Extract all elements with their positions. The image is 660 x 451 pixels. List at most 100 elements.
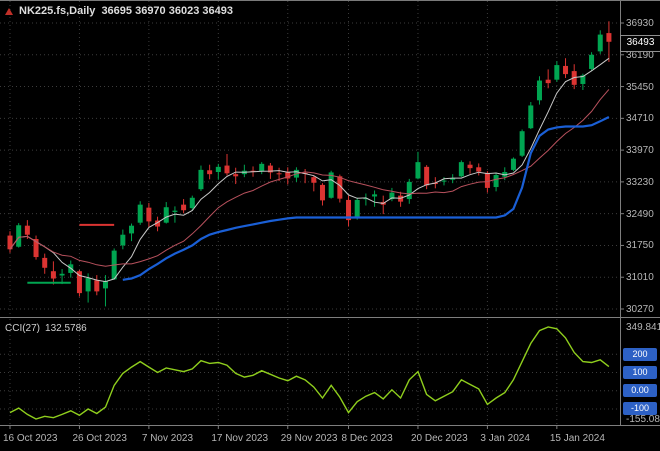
indicator-level-badge: 200 [623, 347, 657, 361]
candle-body-down [181, 204, 187, 211]
candle-body-up [198, 169, 204, 190]
candle-body-down [50, 271, 56, 279]
candle-body-up [589, 54, 595, 69]
current-price-box: 36493 [620, 34, 660, 52]
current-price-value: 36493 [626, 36, 655, 48]
indicator-level-badge: -100 [623, 402, 657, 416]
candle-body-up [554, 65, 560, 80]
candle-body-down [224, 165, 230, 174]
indicator-level-badge: 100 [623, 366, 657, 380]
candle-body-up [580, 75, 586, 84]
candle-body-up [502, 172, 508, 177]
candle-body-down [484, 172, 490, 188]
candle-body-up [85, 278, 91, 292]
candle-body-up [363, 198, 369, 200]
candle-body-up [137, 204, 143, 223]
candle-body-up [259, 163, 265, 172]
candle-body-down [207, 170, 213, 175]
candle-body-up [406, 181, 412, 200]
candle-body-down [276, 173, 282, 175]
price-axis-label: 31010 [626, 272, 654, 284]
candle-body-up [597, 34, 603, 52]
candle-body-up [328, 172, 334, 198]
candle-body-down [467, 164, 473, 169]
candle-body-up [163, 207, 169, 223]
date-axis-label: 17 Nov 2023 [211, 433, 269, 444]
candle-body-up [102, 281, 108, 289]
price-axis-label: 30270 [626, 304, 654, 315]
price-axis-label: 36930 [626, 18, 654, 29]
candle-body-down [33, 239, 39, 258]
indicator-scale-max-label: 349.8415 [626, 322, 660, 333]
price-axis-label: 33970 [626, 145, 654, 157]
candle-body-up [519, 131, 525, 156]
candle-body-down [233, 174, 239, 177]
candle-body-up [441, 180, 447, 182]
date-axis-label: 16 Oct 2023 [3, 433, 58, 444]
candle-body-down [337, 176, 343, 199]
date-axis-label: 26 Oct 2023 [72, 433, 127, 444]
symbol-marker-icon [5, 7, 13, 15]
candle-body-up [354, 199, 360, 218]
candle-body-up [493, 175, 499, 188]
candle-body-up [536, 80, 542, 101]
indicator-name-label: CCI(27) [5, 323, 41, 334]
chart-header: NK225.fs,Daily 36695 36970 36023 36493 [5, 5, 233, 17]
candle-body-down [7, 235, 13, 250]
cci-indicator-line [9, 326, 610, 420]
date-axis-label: 20 Dec 2023 [410, 433, 468, 444]
candle-body-down [24, 225, 30, 235]
candle-body-up [528, 105, 534, 129]
candle-body-down [146, 207, 152, 222]
date-axis-label: 7 Nov 2023 [141, 433, 194, 444]
candle-body-down [563, 65, 569, 75]
candle-body-up [59, 273, 65, 276]
price-axis-label: 36190 [626, 49, 654, 61]
ma-slow-line [9, 89, 610, 267]
indicator-value-label: 132.5786 [45, 323, 87, 334]
candle-body-up [372, 194, 378, 197]
candle-body-up [450, 178, 456, 180]
date-axis-label: 3 Jan 2024 [480, 433, 530, 444]
candle-body-down [606, 33, 612, 42]
candle-body-down [267, 165, 273, 173]
indicator-scale-min-label: -155.085 [626, 414, 660, 425]
date-axis-label: 29 Nov 2023 [280, 433, 338, 444]
candle-body-down [311, 177, 317, 183]
price-axis-label: 32490 [626, 208, 654, 220]
candle-body-up [458, 162, 464, 177]
candle-body-up [129, 225, 135, 234]
candle-body-up [172, 210, 178, 212]
candle-body-down [476, 167, 482, 172]
price-axis-label: 33230 [626, 176, 654, 188]
candle-body-up [510, 158, 516, 170]
indicator-level-badge: 0.00 [623, 384, 657, 398]
price-axis-label: 31750 [626, 240, 654, 252]
candle-body-down [76, 271, 82, 294]
ma-fast-line [9, 57, 610, 283]
candle-body-up [120, 234, 126, 246]
candle-body-down [545, 79, 551, 84]
candle-body-down [285, 172, 291, 179]
candle-body-down [424, 166, 430, 186]
candle-body-down [346, 199, 352, 221]
candle-body-down [319, 184, 325, 201]
candle-body-up [189, 197, 195, 209]
ohlc-readout: 36695 36970 36023 36493 [101, 5, 233, 17]
candle-body-up [389, 192, 395, 200]
candle-body-down [94, 280, 100, 292]
date-axis-label: 15 Jan 2024 [549, 433, 605, 444]
symbol-timeframe-label: NK225.fs,Daily [19, 5, 96, 17]
date-axis-label: 8 Dec 2023 [341, 433, 393, 444]
trail-stop-line [122, 116, 610, 281]
price-axis-label: 34710 [626, 113, 654, 125]
candle-body-down [42, 257, 48, 268]
price-axis-label: 35450 [626, 81, 654, 93]
candle-body-up [16, 225, 22, 247]
candle-body-up [215, 166, 221, 173]
candle-body-down [155, 220, 161, 227]
indicator-header: CCI(27) 132.5786 [5, 323, 87, 334]
candle-body-up [415, 162, 421, 179]
